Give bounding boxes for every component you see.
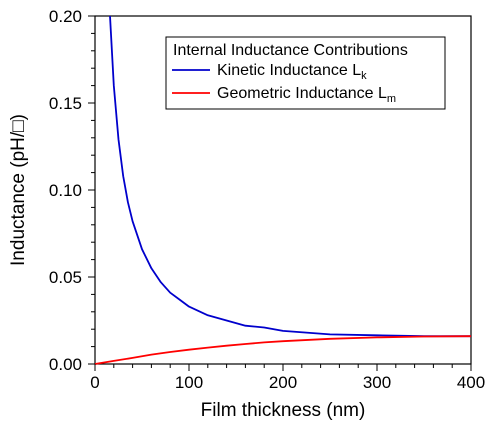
y-tick-label: 0.00: [49, 355, 82, 374]
x-tick-label: 0: [90, 373, 99, 392]
y-tick-label: 0.10: [49, 181, 82, 200]
legend-title: Internal Inductance Contributions: [173, 42, 408, 59]
series-layer: [94, 15, 472, 365]
legend-items: Kinetic Inductance Lk Geometric Inductanc…: [172, 62, 396, 105]
legend-label-kinetic-inductance: Kinetic Inductance Lk: [217, 62, 367, 82]
series-line-geometric-inductance: [94, 335, 472, 365]
x-tick-label: 300: [363, 373, 391, 392]
y-tick-label: 0.15: [49, 94, 82, 113]
y-tick-label: 0.05: [49, 268, 82, 287]
x-axis-label: Film thickness (nm): [201, 400, 366, 421]
x-tick-label: 200: [269, 373, 297, 392]
series-line-kinetic-inductance: [109, 15, 471, 338]
x-tick-label: 100: [175, 373, 203, 392]
y-axis-label: Inductance (pH/□): [8, 114, 29, 266]
axes-layer: 0 100 200 300 400 0.00 0.05 0.10 0.15 0.20: [49, 7, 485, 392]
legend-box: [165, 36, 446, 110]
legend: Internal Inductance Contributions Kineti…: [165, 36, 446, 110]
x-tick-label: 400: [457, 373, 485, 392]
legend-label-geometric-inductance: Geometric Inductance Lm: [217, 85, 396, 105]
y-tick-label: 0.20: [49, 7, 82, 26]
